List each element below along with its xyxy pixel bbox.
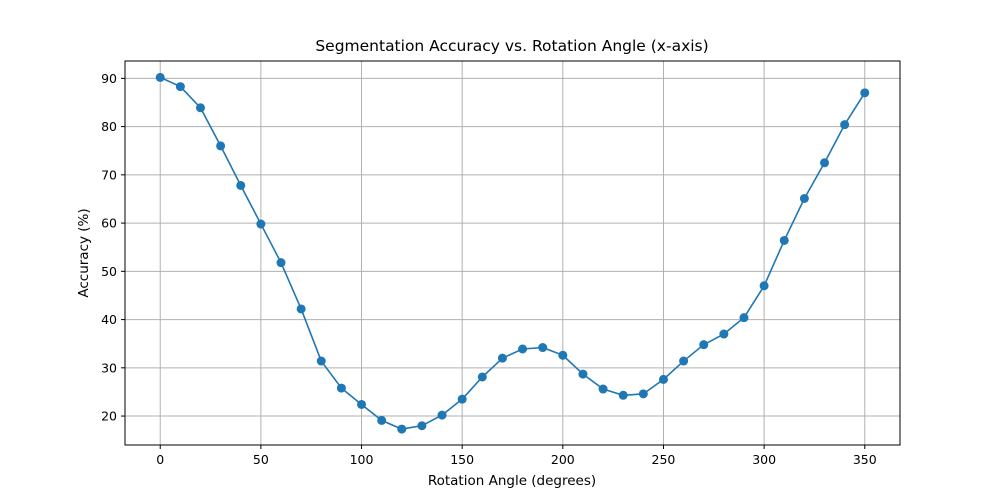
- x-tick-label: 250: [652, 452, 676, 467]
- y-tick-label: 70: [101, 167, 117, 182]
- data-point: [155, 72, 165, 82]
- grid-lines: [125, 61, 900, 445]
- data-point: [195, 103, 205, 113]
- data-point: [538, 343, 548, 353]
- y-tick-label: 80: [101, 119, 117, 134]
- data-point: [377, 415, 387, 425]
- axes: 0 50 100 150 200 250 300 350 20 30 40 50 60 70 80 90: [101, 60, 901, 467]
- data-point: [618, 390, 628, 400]
- data-point: [598, 384, 608, 394]
- x-tick-label: 200: [551, 452, 575, 467]
- data-point: [558, 350, 568, 360]
- data-point: [336, 383, 346, 393]
- data-point: [518, 344, 528, 354]
- y-tick-label: 30: [101, 360, 117, 375]
- data-point: [699, 340, 709, 350]
- x-tick-label: 300: [752, 452, 776, 467]
- data-point: [457, 394, 467, 404]
- data-point: [739, 313, 749, 323]
- data-point: [477, 372, 487, 382]
- data-point: [840, 120, 850, 130]
- data-point: [216, 141, 226, 151]
- data-point: [759, 281, 769, 291]
- y-tick-label: 50: [101, 264, 117, 279]
- x-axis-title: Rotation Angle (degrees): [428, 473, 596, 489]
- x-tick-label: 0: [156, 452, 164, 467]
- y-tick-label: 20: [101, 409, 117, 424]
- series-layer: [155, 72, 870, 434]
- data-point: [175, 82, 185, 92]
- y-tick-label: 60: [101, 216, 117, 231]
- series-line: [159, 76, 866, 430]
- x-tick-label: 350: [853, 452, 877, 467]
- data-point: [578, 369, 588, 379]
- data-point: [256, 219, 266, 229]
- data-point: [417, 421, 427, 431]
- data-point: [357, 399, 367, 409]
- data-point: [236, 180, 246, 190]
- x-tick-label: 100: [350, 452, 374, 467]
- data-point: [276, 258, 286, 268]
- data-point: [316, 356, 326, 366]
- y-tick-label: 40: [101, 312, 117, 327]
- data-point: [679, 356, 689, 366]
- y-tick-label: 90: [101, 71, 117, 86]
- data-point: [820, 158, 830, 168]
- data-point: [497, 353, 507, 363]
- x-tick-label: 150: [450, 452, 474, 467]
- data-point: [860, 88, 870, 98]
- x-tick-label: 50: [253, 452, 269, 467]
- data-point: [719, 329, 729, 339]
- y-axis-title: Accuracy (%): [76, 208, 92, 297]
- plot-frame: [124, 60, 901, 446]
- data-point: [799, 193, 809, 203]
- data-point: [397, 424, 407, 434]
- data-point: [638, 389, 648, 399]
- data-point: [658, 374, 668, 384]
- data-point: [779, 235, 789, 245]
- chart-title: Segmentation Accuracy vs. Rotation Angle…: [315, 37, 708, 55]
- data-point: [437, 410, 447, 420]
- data-point: [296, 304, 306, 314]
